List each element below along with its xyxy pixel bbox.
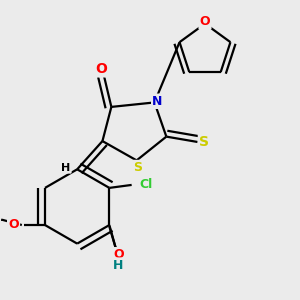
Text: O: O bbox=[113, 248, 124, 261]
Text: N: N bbox=[152, 95, 163, 108]
Text: H: H bbox=[113, 259, 124, 272]
Text: S: S bbox=[199, 135, 209, 149]
Text: S: S bbox=[134, 161, 142, 174]
Text: H: H bbox=[61, 163, 70, 172]
Text: O: O bbox=[8, 218, 19, 231]
Text: Cl: Cl bbox=[139, 178, 152, 190]
Text: O: O bbox=[200, 15, 210, 28]
Text: O: O bbox=[95, 62, 107, 76]
